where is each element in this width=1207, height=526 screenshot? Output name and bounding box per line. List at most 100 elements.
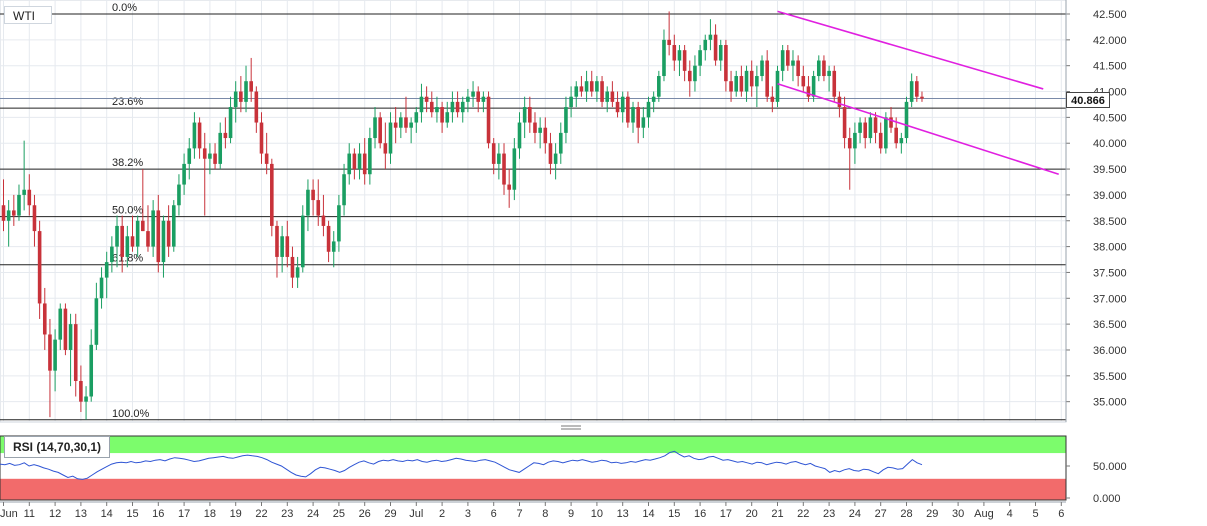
time-tick-label: 16 [694,508,706,520]
candle-body [708,34,713,40]
candle-body [904,101,909,139]
time-tick-label: 9 [568,508,574,520]
candle-body [177,184,181,206]
time-tick-label: 29 [384,508,396,520]
candle-body [827,70,831,77]
candle-body [455,101,460,113]
candle-body [579,86,584,92]
candle-body [120,225,124,257]
time-tick-label: 27 [875,508,887,520]
splitter-handle[interactable] [561,425,581,430]
time-tick-label: 17 [720,508,732,520]
candle-body [476,91,481,102]
candle-body [285,236,290,257]
candle-body [125,236,130,257]
candles [1,11,924,420]
rsi-tick-label: 50.000 [1093,461,1127,473]
candle-body [878,132,883,149]
candle-body [141,220,145,232]
candle-body [166,220,171,247]
candle-body [280,236,284,257]
candle-body [12,210,16,216]
time-tick-label: 23 [281,508,293,520]
candle-body [651,96,656,102]
candle-body [357,153,362,170]
candle-body [816,60,821,77]
candle-body [533,122,537,133]
candle-body [22,189,26,195]
candle-body [146,231,150,247]
candle-body [130,236,135,247]
candle-body [171,205,176,247]
symbol-label[interactable]: WTI [4,6,52,24]
time-tick-label: 4 [1007,508,1013,520]
candle-body [337,205,341,242]
candle-body [32,205,37,232]
candle-body [6,210,11,221]
time-tick-label: 3 [465,508,471,520]
time-tick-label: 16 [152,508,164,520]
candle-body [884,117,888,149]
candle-body [331,241,336,252]
time-tick-label: 24 [849,508,861,520]
candle-body [770,96,775,102]
candle-body [89,344,94,397]
price-tick-label: 40.500 [1093,112,1127,124]
candle-body [352,153,357,170]
candle-body [429,101,434,113]
candle-body [749,70,754,87]
price-tick-label: 35.000 [1093,397,1127,409]
time-tick-label: 7 [516,508,522,520]
time-tick-label: 22 [797,508,809,520]
candle-body [68,324,73,350]
candle-body [863,122,868,139]
candle-body [156,210,161,263]
time-tick-label: 17 [178,508,190,520]
candle-body [497,153,501,164]
candle-body [755,76,759,87]
candle-body [187,148,192,164]
candle-body [765,60,769,97]
candle-body [440,107,444,123]
candle-body [466,96,470,102]
candle-body [491,143,496,164]
candle-body [569,96,573,108]
candle-body [53,339,57,371]
candle-body [682,50,687,71]
time-tick-label: 20 [746,508,758,520]
candle-body [693,65,697,82]
candle-body [703,39,708,51]
candle-body [595,81,599,92]
candle-body [135,220,140,247]
candle-body [424,96,429,102]
candle-body [615,101,620,113]
time-tick-label: 29 [926,508,938,520]
candle-body [414,112,419,123]
candle-body [486,96,491,144]
candle-body [481,96,486,102]
rsi-oversold-zone [0,478,1066,500]
candle-body [42,303,47,335]
time-tick-label: 13 [75,508,87,520]
candle-body [311,189,315,201]
candle-body [822,60,826,77]
time-tick-label: 24 [307,508,319,520]
candle-body [873,117,878,133]
candle-body [399,117,403,128]
time-tick-label: 15 [668,508,680,520]
candle-body [589,81,594,92]
time-tick-label: 30 [952,508,964,520]
time-tick-label: 14 [101,508,113,520]
time-tick-label: 14 [642,508,654,520]
candle-body [1,205,6,221]
candle-body [574,86,579,97]
candle-body [687,70,692,82]
price-tick-label: 39.500 [1093,164,1127,176]
candle-body [662,39,666,77]
candle-body [868,117,873,139]
candle-body [228,107,233,139]
candle-body [471,91,475,97]
rsi-indicator-label[interactable]: RSI (14,70,30,1) [4,436,111,458]
channel-upper-line [777,10,1044,90]
